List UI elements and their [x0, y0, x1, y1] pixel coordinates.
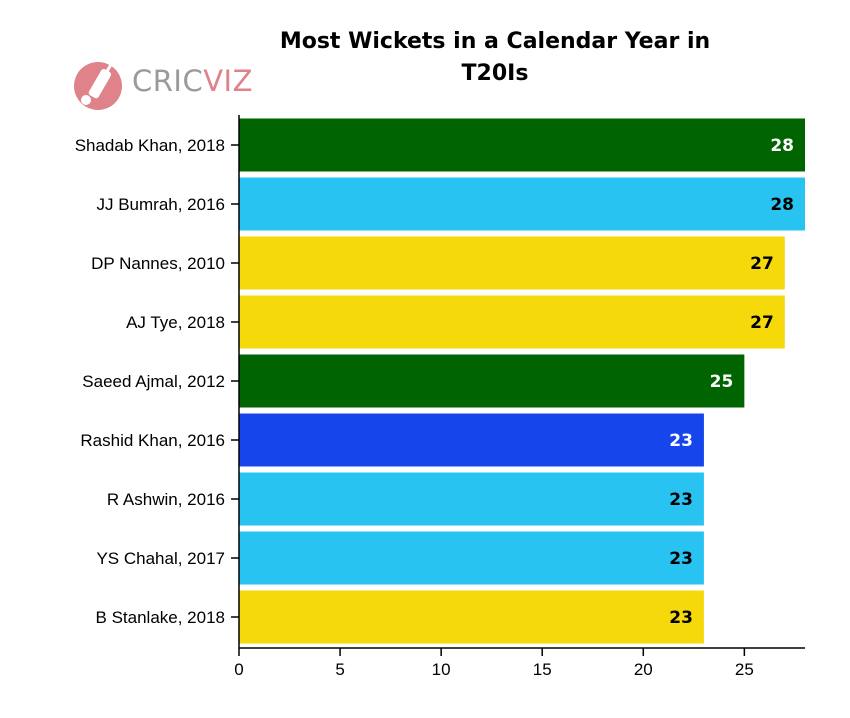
- chart-title-line-2: T20Is: [461, 61, 529, 86]
- bar-value-label: 27: [750, 254, 774, 274]
- y-tick-label: JJ Bumrah, 2016: [96, 195, 225, 214]
- chart-title-line-1: Most Wickets in a Calendar Year in: [279, 29, 711, 54]
- bar: [239, 531, 704, 585]
- y-tick-label: B Stanlake, 2018: [96, 608, 225, 627]
- bar: [239, 472, 704, 526]
- bar: [239, 118, 805, 172]
- x-tick-label: 15: [533, 660, 552, 679]
- y-tick-label: Rashid Khan, 2016: [80, 431, 225, 450]
- bar-value-label: 23: [669, 608, 693, 628]
- logo-text-cric: CRIC: [132, 64, 204, 98]
- y-tick-label: Shadab Khan, 2018: [75, 136, 225, 155]
- x-tick-label: 10: [432, 660, 451, 679]
- x-tick-label: 20: [634, 660, 653, 679]
- chart-title: Most Wickets in a Calendar Year in T20Is: [180, 26, 810, 90]
- bar: [239, 590, 704, 644]
- logo-text-viz: VIZ: [203, 64, 253, 98]
- bar-value-label: 28: [770, 136, 794, 156]
- y-tick-label: YS Chahal, 2017: [96, 549, 225, 568]
- cricket-bat-ball-icon: [74, 62, 122, 110]
- x-tick-label: 25: [735, 660, 754, 679]
- x-tick-label: 5: [335, 660, 344, 679]
- y-tick-label: Saeed Ajmal, 2012: [82, 372, 225, 391]
- bar-value-label: 23: [669, 549, 693, 569]
- bar-value-label: 23: [669, 431, 693, 451]
- bar: [239, 177, 805, 231]
- bar: [239, 295, 785, 349]
- bar-value-label: 28: [770, 195, 794, 215]
- bar-value-label: 25: [710, 372, 734, 392]
- logo-wordmark: CRICVIZ: [132, 64, 253, 98]
- y-tick-label: R Ashwin, 2016: [107, 490, 225, 509]
- bar: [239, 354, 745, 408]
- bar: [239, 236, 785, 290]
- bar-value-label: 23: [669, 490, 693, 510]
- bar: [239, 413, 704, 467]
- cricviz-logo: CRICVIZ: [72, 58, 252, 114]
- y-tick-label: DP Nannes, 2010: [91, 254, 225, 273]
- bar-value-label: 27: [750, 313, 774, 333]
- x-tick-label: 0: [234, 660, 243, 679]
- y-tick-label: AJ Tye, 2018: [126, 313, 225, 332]
